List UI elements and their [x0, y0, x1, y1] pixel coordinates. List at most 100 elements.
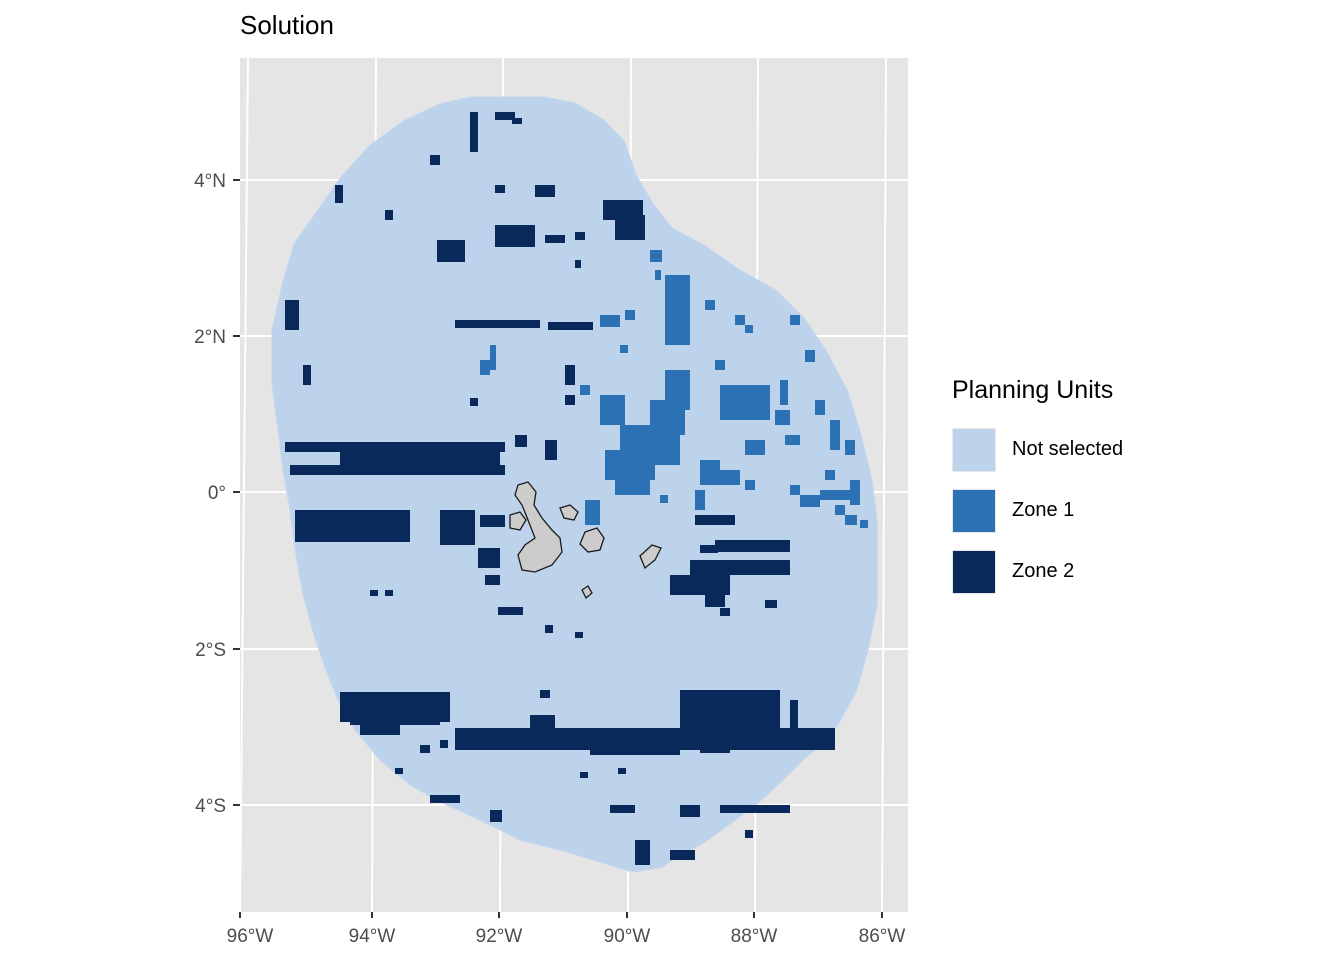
zone-2-unit — [765, 735, 785, 745]
zone-2-unit — [498, 607, 523, 615]
zone-2-unit — [480, 515, 505, 527]
zone-2-unit — [512, 118, 522, 124]
legend: Planning Units Not selected Zone 1 Zone … — [952, 376, 1123, 602]
zone-1-unit — [720, 470, 740, 485]
isabela-island — [514, 481, 563, 573]
zone-2-unit — [440, 510, 475, 545]
zone-2-unit — [370, 590, 378, 596]
zone-1-unit — [850, 480, 860, 505]
zone-2-unit — [545, 440, 557, 460]
zone-2-unit — [615, 215, 645, 240]
zone-2-unit — [565, 395, 575, 405]
zone-1-unit — [600, 395, 625, 425]
zone-2-unit — [430, 795, 460, 803]
zone-2-unit — [495, 185, 505, 193]
zone-2-unit — [575, 260, 581, 268]
not-selected-area — [271, 96, 878, 873]
x-tick-label: 96°W — [227, 926, 274, 947]
zone-2-unit — [715, 540, 790, 552]
zone-1-unit — [860, 520, 868, 528]
zone-1-unit — [735, 315, 745, 325]
zone-2-unit — [385, 210, 393, 220]
zone-2-unit — [385, 590, 393, 596]
legend-key-not-selected — [952, 427, 996, 472]
legend-item-not-selected: Not selected — [952, 419, 1123, 480]
zone-1-unit — [775, 410, 790, 425]
zone-2-unit — [485, 575, 500, 585]
legend-title: Planning Units — [952, 376, 1114, 404]
x-tick-label: 92°W — [476, 926, 523, 947]
zone-2-unit — [495, 112, 515, 120]
zone-2-unit — [705, 595, 725, 607]
zone-2-unit — [395, 768, 403, 774]
zone-1-unit — [835, 505, 845, 515]
zone-1-unit — [745, 325, 753, 333]
zone-1-unit — [845, 440, 855, 455]
zone-2-unit — [695, 515, 735, 525]
legend-label-zone-1: Zone 1 — [1012, 499, 1075, 521]
galapagos-islands — [509, 481, 662, 600]
zone-2-unit — [440, 740, 448, 748]
zone-1-unit — [790, 315, 800, 325]
zone-2-unit — [495, 225, 535, 247]
zone-2-unit — [545, 235, 565, 243]
zone-2-unit — [610, 805, 635, 813]
zone-2-unit — [303, 365, 311, 385]
santiago-island — [559, 504, 579, 521]
y-tick-label: 4°S — [195, 796, 226, 817]
zone-1-unit — [665, 295, 675, 345]
legend-key-zone-2 — [952, 549, 996, 594]
zone-1-unit — [625, 310, 635, 320]
x-tick-label: 90°W — [604, 926, 651, 947]
zone-2-unit — [720, 805, 790, 813]
zone-2-unit — [548, 322, 593, 330]
zone-2-unit — [670, 850, 695, 860]
x-tick-label: 88°W — [731, 926, 778, 947]
zone-1-unit — [650, 250, 662, 262]
zone-2-unit — [618, 768, 626, 774]
zone-2-unit — [790, 700, 798, 740]
zone-2-unit — [515, 435, 527, 447]
zone-2-unit — [540, 690, 550, 698]
zone-2-unit — [730, 700, 780, 735]
zone-1-unit — [655, 270, 661, 280]
zone-2-unit — [700, 745, 730, 753]
zone-1-unit — [805, 350, 815, 362]
floreana-island — [581, 585, 593, 600]
zone-1-unit — [480, 360, 490, 375]
zone-2-unit — [290, 465, 505, 475]
zone-2-unit — [670, 575, 730, 595]
zone-1-unit — [600, 315, 620, 327]
axis-ticks: 96°W 94°W 92°W 90°W 88°W 86°W 4°N 2°N 0° 2°S 4°S — [194, 171, 905, 947]
zone-2-unit — [437, 240, 465, 262]
legend-label-not-selected: Not selected — [1012, 438, 1124, 460]
zone-2-unit — [420, 745, 430, 753]
zone-2-unit — [470, 112, 478, 152]
zone-2-unit — [490, 810, 502, 822]
zone-1-unit — [745, 480, 755, 490]
zone-2-unit — [635, 840, 650, 865]
zone-1-unit — [825, 470, 835, 480]
x-tick-label: 86°W — [859, 926, 906, 947]
zone-2-unit — [575, 632, 583, 638]
zone-1-unit — [615, 470, 650, 495]
meridian-line — [881, 57, 887, 913]
zone-2-unit — [690, 560, 790, 575]
zone-2-unit — [765, 600, 777, 608]
zone-1-unit — [800, 495, 820, 507]
zone-2-unit — [285, 300, 299, 330]
zone-2-unit — [565, 365, 575, 385]
planning-region — [271, 96, 878, 873]
zone-1-unit — [845, 515, 857, 525]
fernandina-island — [509, 511, 527, 531]
zone-2-unit — [295, 510, 410, 542]
zone-2-unit — [478, 548, 500, 568]
zone-2-unit — [545, 625, 553, 633]
y-tick-label: 0° — [208, 483, 226, 504]
zone-1-unit — [715, 360, 725, 370]
zone-2-unit — [470, 398, 478, 406]
legend-item-zone-2: Zone 2 — [952, 541, 1123, 602]
zone-1-unit — [750, 390, 770, 410]
legend-key-zone-1 — [952, 488, 996, 533]
